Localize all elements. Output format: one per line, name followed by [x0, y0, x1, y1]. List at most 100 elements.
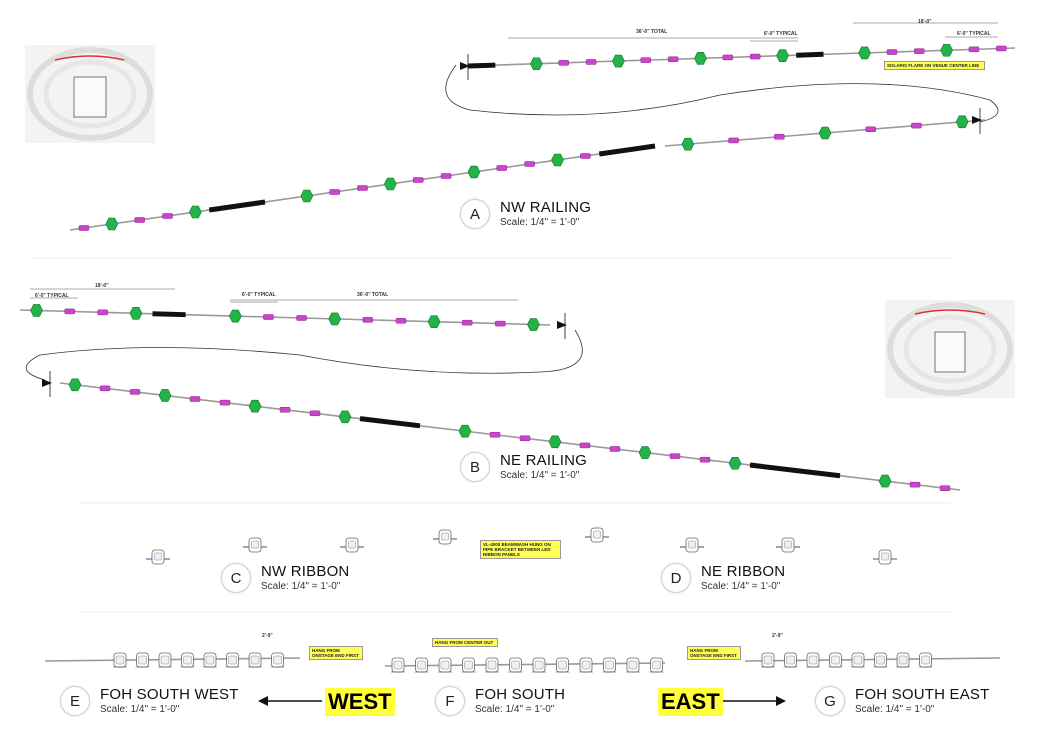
moving-head-fixture-icon [248, 652, 262, 668]
moving-head-fixture-icon [180, 652, 195, 668]
led-panel-bar [796, 51, 824, 58]
dim-ne-total: 36'-0" TOTAL [357, 292, 389, 298]
view-letter: D [661, 563, 691, 593]
view-scale: Scale: 1/4" = 1'-0" [701, 581, 781, 592]
magenta-fixture-icon [496, 165, 508, 171]
magenta-fixture-icon [558, 60, 569, 66]
moving-head-fixture-icon [806, 652, 820, 668]
view-d-title: D NE RIBBON Scale: 1/4" = 1'-0" [661, 563, 785, 593]
green-fixture-icon [681, 137, 695, 151]
moving-head-fixture-icon [851, 652, 865, 668]
green-fixture-icon [427, 315, 441, 329]
east-label: EAST [658, 688, 723, 716]
view-e-title: E FOH SOUTH WEST Scale: 1/4" = 1'-0" [60, 686, 239, 716]
led-panel-bar [208, 199, 266, 213]
stadium-thumbnail-ne [885, 300, 1015, 398]
moving-head-fixture-icon [649, 657, 664, 673]
green-fixture-icon [68, 378, 82, 392]
foh-pipe [744, 657, 1001, 662]
moving-head-fixture-icon [135, 652, 150, 668]
moving-head-fixture-icon [485, 657, 499, 673]
green-fixture-icon [694, 52, 707, 65]
magenta-fixture-icon [357, 185, 368, 191]
green-fixture-icon [189, 205, 202, 219]
view-letter: E [60, 686, 90, 716]
magenta-fixture-icon [78, 225, 90, 231]
view-name: NE RIBBON [701, 563, 786, 580]
green-fixture-icon [158, 389, 172, 402]
magenta-fixture-icon [585, 59, 597, 65]
moving-head-fixture-icon [873, 652, 888, 668]
moving-head-fixture-icon [783, 652, 798, 668]
magenta-fixture-icon [667, 56, 679, 62]
moving-head-fixture-icon [391, 657, 405, 673]
dim-ne-18: 18'-0" [95, 283, 109, 289]
moving-head-fixture-icon [579, 657, 593, 673]
ribbon-fixture-icon [433, 529, 457, 545]
ribbon-fixture-icon [776, 537, 800, 553]
view-name: NW RIBBON [261, 563, 350, 580]
green-fixture-icon [551, 153, 564, 167]
moving-head-fixture-icon [626, 657, 640, 673]
magenta-fixture-icon [440, 173, 452, 179]
green-fixture-icon [30, 304, 43, 317]
ribbon-fixture-icon [340, 537, 364, 553]
green-fixture-icon [467, 165, 481, 179]
magenta-fixture-icon [699, 456, 711, 463]
magenta-fixture-icon [395, 318, 407, 324]
ribbon-fixture-icon [585, 527, 609, 543]
led-panel-bar [467, 62, 496, 69]
view-letter: B [460, 452, 490, 482]
moving-head-fixture-icon [203, 652, 217, 668]
view-name: NW RAILING [500, 199, 592, 216]
magenta-fixture-icon [886, 49, 898, 55]
green-fixture-icon [858, 46, 871, 60]
view-b-title: B NE RAILING Scale: 1/4" = 1'-0" [460, 452, 587, 482]
view-scale: Scale: 1/4" = 1'-0" [261, 581, 341, 592]
magenta-fixture-icon [362, 317, 374, 323]
magenta-fixture-icon [609, 446, 621, 452]
magenta-fixture-icon [461, 319, 473, 326]
magenta-fixture-icon [968, 46, 980, 53]
magenta-fixture-icon [774, 133, 785, 140]
magenta-fixture-icon [914, 48, 925, 54]
dimension-lines [30, 22, 998, 303]
magenta-fixture-icon [640, 57, 652, 63]
view-letter: C [221, 563, 251, 593]
view-scale: Scale: 1/4" = 1'-0" [100, 704, 180, 715]
magenta-fixture-icon [489, 431, 501, 438]
ribbon-fixture-icon [873, 549, 897, 565]
green-fixture-icon [228, 309, 242, 323]
cable-loop-ne [25, 329, 583, 381]
magenta-fixture-icon [219, 399, 231, 406]
view-scale: Scale: 1/4" = 1'-0" [500, 470, 580, 481]
magenta-fixture-icon [129, 389, 141, 395]
magenta-fixture-icon [279, 407, 291, 413]
magenta-fixture-icon [939, 485, 951, 491]
dim-ne-typ2: 6'-0" TYPICAL [242, 292, 276, 298]
foh-pipe [384, 662, 666, 667]
end-clamp-icon [557, 321, 567, 329]
green-fixture-icon [384, 177, 397, 191]
magenta-fixture-icon [519, 435, 531, 442]
view-name: FOH SOUTH [475, 686, 566, 703]
east-arrow [718, 696, 786, 706]
magenta-fixture-icon [296, 315, 307, 321]
dim-foh-sw: 2'-9" [262, 633, 273, 639]
view-letter: A [460, 199, 490, 229]
magenta-fixture-icon [728, 137, 739, 144]
view-letter: G [815, 686, 845, 716]
moving-head-fixture-icon [828, 652, 843, 668]
view-name: NE RAILING [500, 452, 588, 469]
moving-head-fixture-icon [896, 652, 910, 668]
end-clamp-icon [972, 116, 982, 124]
view-letter: F [435, 686, 465, 716]
note-solaris: SOLARIS FLARE ON VENUE CENTER LINE [884, 61, 985, 70]
west-arrow [258, 696, 322, 706]
view-name: FOH SOUTH WEST [100, 686, 239, 703]
magenta-fixture-icon [99, 385, 111, 392]
magenta-fixture-icon [996, 45, 1007, 52]
magenta-fixture-icon [412, 177, 424, 183]
green-fixture-icon [548, 435, 562, 449]
